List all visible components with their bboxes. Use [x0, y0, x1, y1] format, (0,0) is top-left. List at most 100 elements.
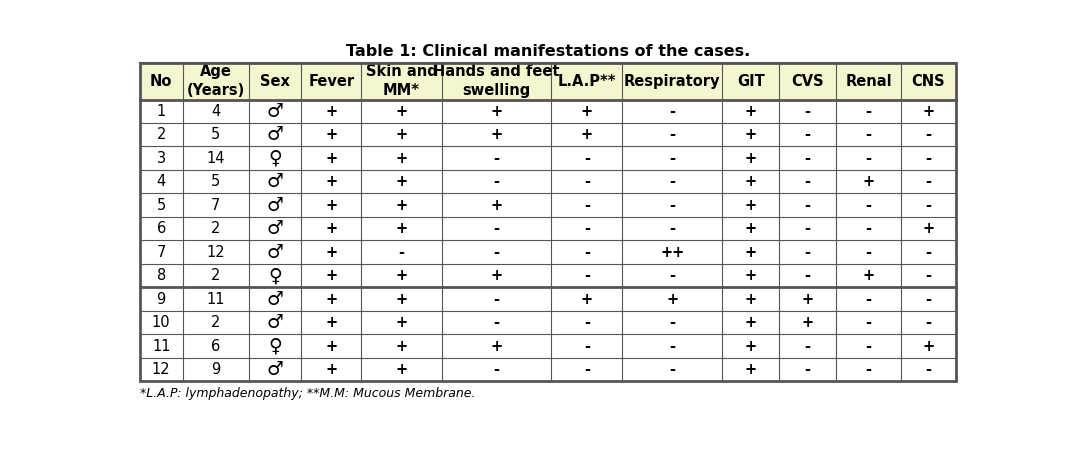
Text: +: + [745, 292, 757, 306]
Text: +: + [325, 292, 338, 306]
Text: -: - [584, 151, 590, 166]
Text: -: - [926, 292, 931, 306]
Text: ♂: ♂ [267, 219, 283, 238]
Text: +: + [396, 174, 407, 189]
Text: -: - [926, 174, 931, 189]
Text: +: + [745, 268, 757, 283]
Text: L.A.P**: L.A.P** [558, 73, 616, 88]
Text: 2: 2 [212, 268, 220, 283]
Text: -: - [805, 104, 810, 119]
Text: Skin and
MM*: Skin and MM* [366, 64, 437, 98]
Text: 5: 5 [156, 198, 166, 213]
Text: 10: 10 [152, 315, 171, 330]
Text: -: - [584, 268, 590, 283]
Text: -: - [805, 174, 810, 189]
Text: ♀: ♀ [268, 149, 282, 168]
Text: -: - [926, 362, 931, 377]
Text: -: - [494, 292, 499, 306]
Text: -: - [494, 245, 499, 259]
Text: +: + [745, 174, 757, 189]
Text: +: + [396, 338, 407, 353]
Text: +: + [491, 268, 502, 283]
Text: -: - [866, 362, 871, 377]
Text: -: - [494, 174, 499, 189]
Text: -: - [669, 362, 676, 377]
Text: +: + [491, 198, 502, 213]
Text: ♂: ♂ [267, 196, 283, 215]
Text: -: - [669, 151, 676, 166]
Text: 1: 1 [156, 104, 166, 119]
Text: -: - [805, 127, 810, 142]
Text: -: - [805, 151, 810, 166]
Text: 7: 7 [156, 245, 166, 259]
Text: CNS: CNS [912, 73, 945, 88]
Bar [140, 241, 956, 264]
Bar [140, 170, 956, 194]
Bar [140, 123, 956, 147]
Text: +: + [396, 198, 407, 213]
Text: +: + [923, 104, 934, 119]
Text: +: + [396, 315, 407, 330]
Text: -: - [805, 245, 810, 259]
Text: 6: 6 [212, 338, 220, 353]
Text: 4: 4 [156, 174, 166, 189]
Text: -: - [584, 338, 590, 353]
Text: -: - [805, 198, 810, 213]
Text: -: - [584, 315, 590, 330]
Text: Age
(Years): Age (Years) [187, 64, 245, 98]
Text: -: - [584, 362, 590, 377]
Bar [140, 147, 956, 170]
Text: -: - [866, 245, 871, 259]
Text: 4: 4 [212, 104, 220, 119]
Text: -: - [805, 362, 810, 377]
Text: -: - [866, 338, 871, 353]
Text: +: + [491, 338, 502, 353]
Text: -: - [866, 315, 871, 330]
Text: +: + [325, 151, 338, 166]
Text: +: + [745, 127, 757, 142]
Text: -: - [494, 221, 499, 236]
Text: +: + [802, 292, 814, 306]
Text: +: + [863, 174, 874, 189]
Text: +: + [325, 221, 338, 236]
Text: 9: 9 [212, 362, 220, 377]
Text: +: + [491, 127, 502, 142]
Bar [140, 217, 956, 241]
Text: 6: 6 [156, 221, 166, 236]
Text: +: + [396, 151, 407, 166]
Text: +: + [396, 362, 407, 377]
Text: -: - [669, 338, 676, 353]
Text: -: - [866, 292, 871, 306]
Text: No: No [150, 73, 172, 88]
Text: +: + [325, 362, 338, 377]
Text: -: - [926, 315, 931, 330]
Text: +: + [580, 292, 593, 306]
Text: -: - [584, 245, 590, 259]
Bar [140, 63, 956, 100]
Text: -: - [669, 315, 676, 330]
Text: ♂: ♂ [267, 125, 283, 144]
Text: -: - [584, 198, 590, 213]
Text: +: + [923, 338, 934, 353]
Text: +: + [325, 338, 338, 353]
Text: -: - [805, 268, 810, 283]
Text: 9: 9 [156, 292, 166, 306]
Text: +: + [396, 292, 407, 306]
Text: +: + [745, 362, 757, 377]
Text: +: + [325, 127, 338, 142]
Text: ♂: ♂ [267, 313, 283, 332]
Text: +: + [580, 127, 593, 142]
Text: +: + [491, 104, 502, 119]
Bar [140, 334, 956, 358]
Text: -: - [494, 362, 499, 377]
Text: *L.A.P: lymphadenopathy; **M.M: Mucous Membrane.: *L.A.P: lymphadenopathy; **M.M: Mucous M… [140, 387, 476, 400]
Text: Fever: Fever [308, 73, 354, 88]
Text: +: + [396, 127, 407, 142]
Text: -: - [805, 338, 810, 353]
Text: +: + [863, 268, 874, 283]
Text: -: - [669, 221, 676, 236]
Text: Sex: Sex [260, 73, 290, 88]
Text: 2: 2 [212, 315, 220, 330]
Text: 3: 3 [157, 151, 166, 166]
Text: +: + [666, 292, 679, 306]
